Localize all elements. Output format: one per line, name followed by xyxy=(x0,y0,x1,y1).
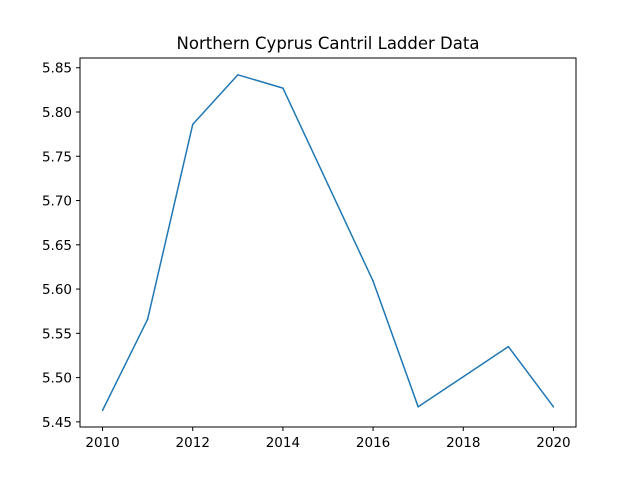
data-point xyxy=(101,409,104,412)
x-tick-label: 2020 xyxy=(536,435,570,451)
y-tick-label: 5.60 xyxy=(42,282,72,298)
data-point xyxy=(552,406,555,408)
y-tick-label: 5.50 xyxy=(42,371,72,387)
plot-area-frame xyxy=(79,57,577,428)
y-tick-label: 5.80 xyxy=(42,105,72,121)
x-tick-label: 2014 xyxy=(266,435,300,451)
data-point xyxy=(237,74,239,76)
data-point xyxy=(191,123,194,126)
data-point xyxy=(327,183,329,186)
data-point xyxy=(417,406,419,408)
data-point xyxy=(146,318,149,320)
x-tick-label: 2018 xyxy=(446,435,480,451)
x-axis-ticks: 2010 2012 2014 2016 2018 2020 xyxy=(85,427,571,451)
data-point xyxy=(507,345,510,348)
x-tick-label: 2012 xyxy=(176,435,210,451)
y-tick-label: 5.55 xyxy=(42,326,72,342)
y-tick-label: 5.70 xyxy=(42,194,72,210)
x-tick-label: 2010 xyxy=(85,435,119,451)
data-point xyxy=(462,375,465,378)
y-tick-label: 5.85 xyxy=(42,61,72,77)
y-tick-label: 5.75 xyxy=(42,149,72,165)
y-axis-ticks: 5.45 5.50 5.55 5.60 5.65 5.70 5.75 5.80 5.85 xyxy=(42,61,80,431)
data-point xyxy=(282,87,284,89)
y-tick-label: 5.65 xyxy=(42,238,72,254)
series-line xyxy=(101,74,555,411)
x-tick-label: 2016 xyxy=(356,435,390,451)
chart-title: Northern Cyprus Cantril Ladder Data xyxy=(177,34,480,53)
data-point xyxy=(372,280,374,282)
y-tick-label: 5.45 xyxy=(42,415,72,431)
series-layer xyxy=(101,74,555,412)
